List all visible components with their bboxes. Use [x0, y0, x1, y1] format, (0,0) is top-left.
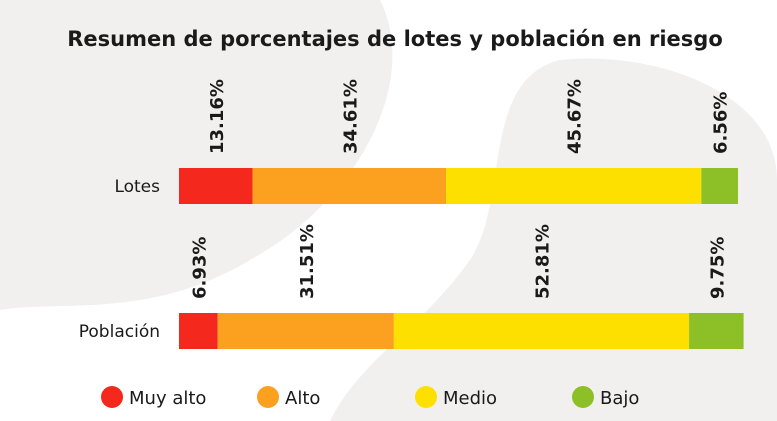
legend-marker: [415, 386, 437, 408]
y-tick-label: Lotes: [114, 177, 160, 197]
bar-segment: [689, 313, 744, 349]
data-label: 13.16%: [207, 79, 228, 154]
bar-segment: [179, 168, 253, 204]
data-label: 31.51%: [297, 224, 318, 299]
chart-title: Resumen de porcentajes de lotes y poblac…: [67, 27, 723, 51]
bar-segment: [217, 313, 394, 349]
legend-marker: [572, 386, 594, 408]
data-label: 52.81%: [532, 224, 553, 299]
legend-label: Muy alto: [129, 388, 206, 409]
bar-segment: [446, 168, 702, 204]
data-label: 6.56%: [711, 92, 732, 154]
data-label: 9.75%: [707, 237, 728, 299]
legend-label: Bajo: [600, 388, 639, 409]
y-tick-label: Población: [79, 322, 160, 342]
legend-marker: [101, 386, 123, 408]
bar-segment: [701, 168, 738, 204]
bar-segment: [393, 313, 690, 349]
bar-segment: [252, 168, 447, 204]
bar-segment: [179, 313, 218, 349]
background-shape: [0, 0, 393, 310]
legend-label: Alto: [285, 388, 320, 409]
data-label: 6.93%: [189, 237, 210, 299]
legend-label: Medio: [443, 388, 497, 409]
data-label: 34.61%: [340, 79, 361, 154]
data-label: 45.67%: [565, 79, 586, 154]
legend-marker: [257, 386, 279, 408]
